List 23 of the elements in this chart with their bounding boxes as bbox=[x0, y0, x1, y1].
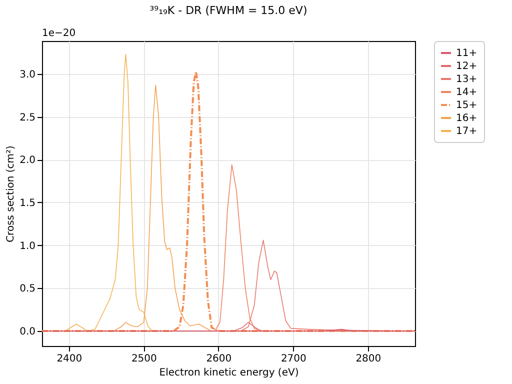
y-tick-label: 2.5 bbox=[20, 112, 36, 124]
y-tick-label: 0.5 bbox=[20, 284, 36, 295]
x-axis-title: Electron kinetic energy (eV) bbox=[159, 368, 299, 378]
text: 1e−20 bbox=[42, 28, 76, 39]
legend-label: 17+ bbox=[456, 126, 478, 137]
x-tick-label: 2700 bbox=[280, 354, 306, 364]
x-tick-label: 2800 bbox=[356, 354, 382, 364]
legend-label: 16+ bbox=[456, 113, 478, 124]
y-tick-label: 3.0 bbox=[20, 69, 36, 80]
legend-label: 11+ bbox=[456, 48, 478, 59]
legend-label: 12+ bbox=[456, 61, 478, 72]
y-tick-label: 1.0 bbox=[20, 240, 36, 252]
x-tick-label: 2500 bbox=[131, 354, 157, 364]
y-tick-label: 0.0 bbox=[20, 326, 36, 338]
legend-label: 13+ bbox=[456, 74, 478, 85]
y-tick-label: 1.5 bbox=[20, 198, 36, 209]
x-tick-label: 2400 bbox=[56, 354, 82, 364]
x-tick-label: 2600 bbox=[206, 354, 232, 364]
chart-title: ³⁹₁₉K - DR (FWHM = 15.0 eV) bbox=[150, 4, 308, 17]
y-tick-label: 2.0 bbox=[20, 155, 36, 166]
legend-label: 14+ bbox=[456, 87, 478, 98]
legend-label: 15+ bbox=[456, 100, 478, 111]
y-axis-title: Cross section (cm²) bbox=[6, 145, 17, 242]
